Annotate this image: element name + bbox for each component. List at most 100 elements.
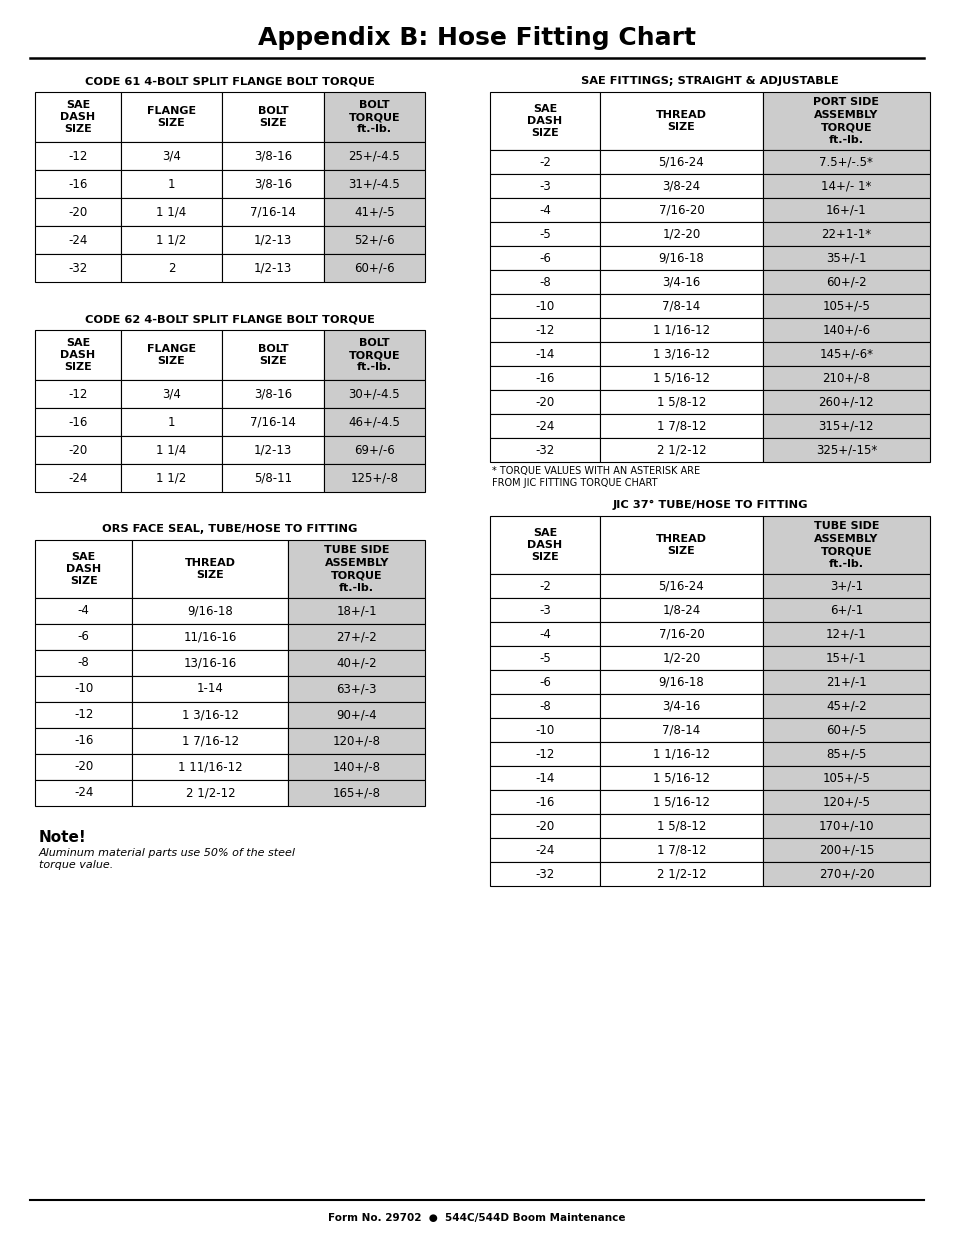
Bar <box>490 814 599 839</box>
Text: -24: -24 <box>69 472 88 484</box>
Bar <box>599 222 762 246</box>
Text: 1 1/16-12: 1 1/16-12 <box>652 324 709 336</box>
Text: 120+/-5: 120+/-5 <box>821 795 869 809</box>
Text: 1/2-20: 1/2-20 <box>661 227 700 241</box>
Text: -2: -2 <box>538 579 551 593</box>
Text: 270+/-20: 270+/-20 <box>818 867 873 881</box>
Bar <box>599 671 762 694</box>
Bar <box>762 222 929 246</box>
Text: 3/8-16: 3/8-16 <box>253 149 292 163</box>
Bar <box>132 701 288 727</box>
Text: BOLT
SIZE: BOLT SIZE <box>257 106 288 128</box>
Text: 1 11/16-12: 1 11/16-12 <box>178 761 243 773</box>
Text: THREAD
SIZE: THREAD SIZE <box>656 110 706 132</box>
Text: 3/4-16: 3/4-16 <box>661 699 700 713</box>
Bar <box>35 142 121 170</box>
Bar <box>288 676 424 701</box>
Bar <box>599 174 762 198</box>
Text: -8: -8 <box>538 275 550 289</box>
Bar <box>288 781 424 806</box>
Bar <box>599 862 762 885</box>
Text: ORS FACE SEAL, TUBE/HOSE TO FITTING: ORS FACE SEAL, TUBE/HOSE TO FITTING <box>102 524 357 534</box>
Text: 3/8-16: 3/8-16 <box>253 178 292 190</box>
Bar <box>35 226 121 254</box>
Text: Aluminum material parts use 50% of the steel
torque value.: Aluminum material parts use 50% of the s… <box>39 848 295 869</box>
Text: FLANGE
SIZE: FLANGE SIZE <box>147 106 196 128</box>
Text: 315+/-12: 315+/-12 <box>818 420 873 432</box>
Text: 1 7/16-12: 1 7/16-12 <box>182 735 239 747</box>
Bar <box>599 366 762 390</box>
Text: -3: -3 <box>538 604 550 616</box>
Bar <box>599 246 762 270</box>
Text: 1-14: 1-14 <box>197 683 224 695</box>
Bar <box>762 646 929 671</box>
Text: 1 7/8-12: 1 7/8-12 <box>656 420 705 432</box>
Text: SAE
DASH
SIZE: SAE DASH SIZE <box>527 527 562 562</box>
Bar <box>490 574 599 598</box>
Bar <box>288 650 424 676</box>
Bar <box>222 91 323 142</box>
Bar <box>490 790 599 814</box>
Text: 21+/-1: 21+/-1 <box>825 676 866 688</box>
Text: BOLT
SIZE: BOLT SIZE <box>257 343 288 367</box>
Text: -8: -8 <box>538 699 550 713</box>
Bar <box>762 198 929 222</box>
Text: 1 1/16-12: 1 1/16-12 <box>652 747 709 761</box>
Bar <box>490 294 599 317</box>
Text: -4: -4 <box>538 627 551 641</box>
Text: TUBE SIDE
ASSEMBLY
TORQUE
ft.-lb.: TUBE SIDE ASSEMBLY TORQUE ft.-lb. <box>324 546 389 593</box>
Text: BOLT
TORQUE
ft.-lb.: BOLT TORQUE ft.-lb. <box>348 337 399 373</box>
Bar <box>762 742 929 766</box>
Text: 165+/-8: 165+/-8 <box>333 787 380 799</box>
Text: 1 5/16-12: 1 5/16-12 <box>652 772 709 784</box>
Text: Form No. 29702  ●  544C/544D Boom Maintenance: Form No. 29702 ● 544C/544D Boom Maintena… <box>328 1213 625 1223</box>
Text: 22+1-1*: 22+1-1* <box>821 227 870 241</box>
Bar <box>35 170 121 198</box>
Bar <box>490 862 599 885</box>
Text: -20: -20 <box>74 761 93 773</box>
Text: -16: -16 <box>74 735 93 747</box>
Text: -32: -32 <box>535 443 554 457</box>
Bar <box>762 622 929 646</box>
Bar <box>222 408 323 436</box>
Bar <box>121 226 222 254</box>
Text: 125+/-8: 125+/-8 <box>350 472 398 484</box>
Text: -24: -24 <box>69 233 88 247</box>
Text: TUBE SIDE
ASSEMBLY
TORQUE
ft.-lb.: TUBE SIDE ASSEMBLY TORQUE ft.-lb. <box>813 521 879 568</box>
Bar <box>599 294 762 317</box>
Text: -4: -4 <box>78 604 90 618</box>
Text: -16: -16 <box>69 415 88 429</box>
Text: THREAD
SIZE: THREAD SIZE <box>656 534 706 556</box>
Text: 69+/-6: 69+/-6 <box>354 443 395 457</box>
Bar <box>599 574 762 598</box>
Text: THREAD
SIZE: THREAD SIZE <box>185 558 235 580</box>
Text: -24: -24 <box>74 787 93 799</box>
Text: 15+/-1: 15+/-1 <box>825 652 866 664</box>
Bar <box>490 414 599 438</box>
Text: 7.5+/-.5*: 7.5+/-.5* <box>819 156 872 168</box>
Bar <box>490 742 599 766</box>
Text: 90+/-4: 90+/-4 <box>336 709 376 721</box>
Text: 3/4-16: 3/4-16 <box>661 275 700 289</box>
Text: -10: -10 <box>74 683 93 695</box>
Text: 1: 1 <box>168 415 175 429</box>
Bar <box>35 598 132 624</box>
Bar <box>323 254 424 282</box>
Bar <box>35 330 121 380</box>
Bar <box>222 142 323 170</box>
Bar <box>121 170 222 198</box>
Bar <box>490 516 599 574</box>
Text: 27+/-2: 27+/-2 <box>336 631 376 643</box>
Text: 1 1/4: 1 1/4 <box>156 205 187 219</box>
Text: -12: -12 <box>69 388 88 400</box>
Text: -2: -2 <box>538 156 551 168</box>
Bar <box>762 574 929 598</box>
Text: 12+/-1: 12+/-1 <box>825 627 866 641</box>
Text: 5/16-24: 5/16-24 <box>658 579 703 593</box>
Text: 1 3/16-12: 1 3/16-12 <box>182 709 239 721</box>
Bar <box>288 701 424 727</box>
Bar <box>762 839 929 862</box>
Bar <box>762 862 929 885</box>
Text: 2 1/2-12: 2 1/2-12 <box>656 867 705 881</box>
Bar <box>762 91 929 149</box>
